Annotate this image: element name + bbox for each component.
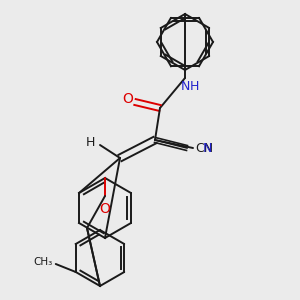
Text: H: H (85, 136, 95, 148)
Text: N: N (203, 142, 212, 154)
Text: CN: CN (195, 142, 213, 154)
Text: O: O (100, 202, 110, 216)
Text: N: N (180, 80, 190, 93)
Text: O: O (123, 92, 134, 106)
Text: CH₃: CH₃ (34, 257, 53, 267)
Text: H: H (189, 80, 199, 93)
